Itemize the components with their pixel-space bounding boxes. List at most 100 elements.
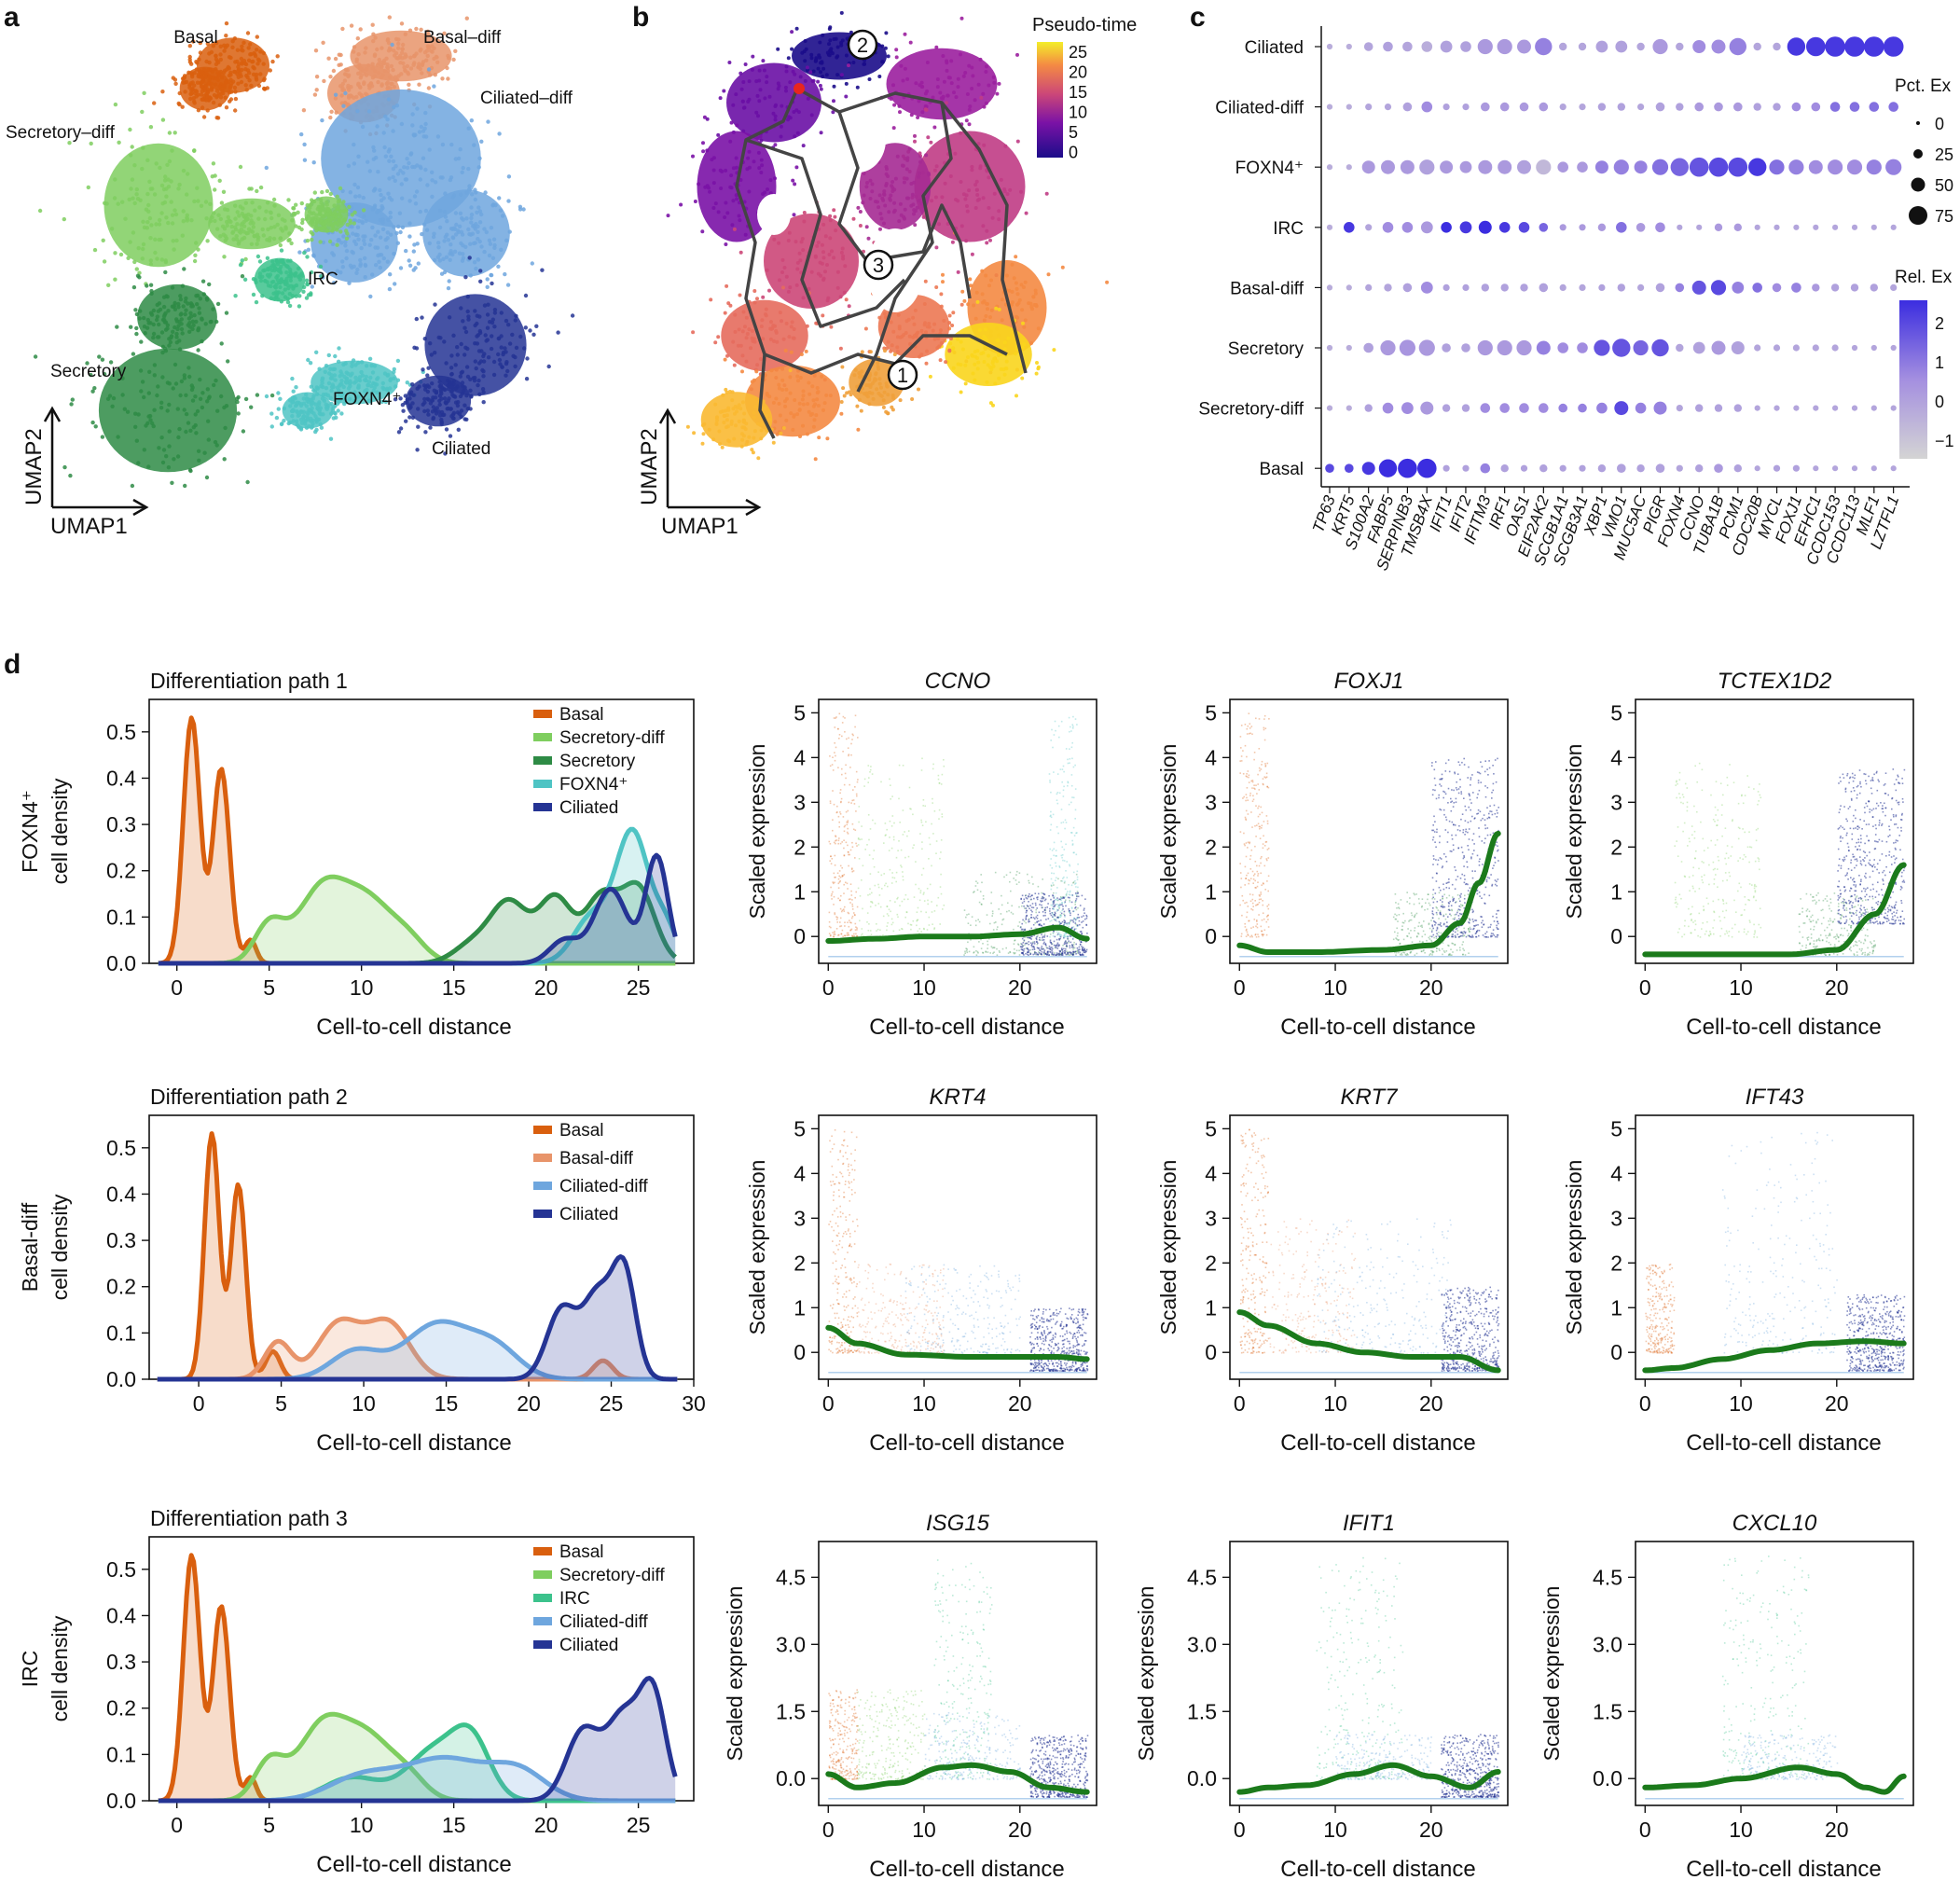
cell-point [237,240,242,244]
expression-point [986,914,988,916]
dot-ccno [1695,464,1704,473]
cell-point [175,454,181,459]
cell-point [317,366,322,371]
cell-point [815,243,820,248]
cell-point [397,211,403,215]
density-ylabel-top: Basal-diff [18,1202,42,1292]
expression-point [838,825,840,828]
cell-point [346,163,352,169]
cell-point [920,110,925,115]
cell-point [387,286,393,292]
cell-point [789,411,794,416]
cell-point [288,275,294,280]
expression-point [1075,923,1077,926]
cell-point [252,66,256,71]
cell-point [322,78,326,84]
expression-point [1075,908,1078,911]
dot-mlf1 [1869,102,1880,112]
expression-point [928,836,931,839]
cell-point [247,78,252,83]
cell-point [152,373,157,378]
cell-point [556,330,560,335]
cell-point [425,389,431,394]
cell-point [363,256,367,261]
expression-point [920,931,922,933]
cell-point [169,179,173,184]
cell-point [351,231,355,236]
cell-point [327,239,333,244]
cell-point [762,68,766,73]
cell-point [914,81,918,86]
cell-point [919,80,924,85]
cell-point [374,263,379,268]
cell-point [122,407,127,411]
expression-point [847,833,849,835]
density-xlabel: Cell-to-cell distance [316,1852,511,1877]
cell-point [261,233,266,238]
cell-point [487,253,492,258]
expression-point [927,903,929,906]
cell-point [759,138,764,143]
umap-a-label-secretory: Secretory [50,362,127,381]
cell-point [369,363,374,368]
cell-point [218,234,223,239]
expression-point [838,870,841,872]
cell-point [362,238,366,243]
pseudotime-region [721,299,808,372]
expression-point [832,819,834,821]
cell-point [255,188,259,194]
cell-point [151,423,156,429]
cell-point [454,222,459,228]
cell-point [417,82,421,87]
cell-point [171,386,175,391]
cell-point [939,341,944,345]
cell-point [451,57,456,62]
dot-krt5 [1346,284,1352,291]
cell-point [738,218,742,223]
expression-point [999,951,1001,953]
expression-point [978,920,981,923]
cell-point [305,202,310,208]
cell-point [235,48,241,52]
cell-point [959,390,963,394]
expression-point [833,882,835,885]
cell-point [482,249,487,255]
cell-point [917,387,920,392]
dot-tp63 [1326,344,1333,352]
cell-point [181,80,186,85]
expression-point [1009,871,1012,874]
cell-point [133,424,138,429]
rel-colorbar [1899,300,1927,459]
cell-point [415,106,420,111]
cell-point [269,411,274,416]
expression-point [982,898,985,900]
expression-point [1001,894,1002,897]
cell-point [948,174,953,178]
cell-point [165,408,170,413]
cell-point [459,306,463,311]
cell-point [213,439,218,445]
cell-point [426,86,432,90]
cell-point [968,277,973,282]
cell-point [439,417,444,422]
cell-point [507,341,513,346]
expression-point [849,883,852,885]
cell-point [388,48,393,52]
cell-point [452,249,458,254]
cell-point [909,182,914,186]
cell-point [735,197,739,201]
cell-point [733,329,738,334]
cell-point [198,297,202,301]
cell-point [404,419,408,423]
expression-point [863,935,864,937]
cell-point [187,57,192,62]
dot-s100a2 [1365,104,1373,111]
cell-point [796,379,800,383]
cell-point [380,83,384,89]
cell-point [142,315,146,321]
expression-point [921,757,923,760]
dot-mlf1 [1870,465,1877,472]
cell-point [197,458,201,463]
cell-point [965,92,970,96]
cell-point [366,380,372,384]
